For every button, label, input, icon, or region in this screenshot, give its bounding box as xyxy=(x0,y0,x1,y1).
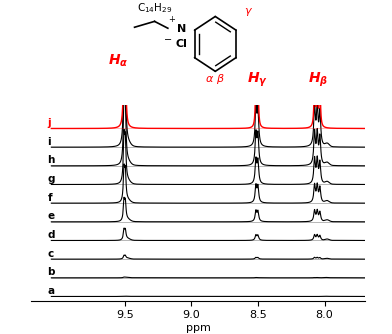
Text: $\bfit{H_\beta}$: $\bfit{H_\beta}$ xyxy=(308,71,328,89)
Text: Cl: Cl xyxy=(175,39,187,49)
Text: +: + xyxy=(168,15,175,24)
Text: j: j xyxy=(47,118,51,128)
Text: C$_{14}$H$_{29}$: C$_{14}$H$_{29}$ xyxy=(137,2,172,15)
Text: g: g xyxy=(47,174,55,184)
Text: f: f xyxy=(47,193,52,203)
Text: $\beta$: $\beta$ xyxy=(216,72,225,86)
Text: h: h xyxy=(47,155,55,165)
Text: d: d xyxy=(47,230,55,240)
Text: e: e xyxy=(47,211,54,221)
Text: N: N xyxy=(176,24,186,34)
Text: i: i xyxy=(47,137,51,147)
Text: $\bfit{H_\gamma}$: $\bfit{H_\gamma}$ xyxy=(247,71,269,89)
Text: $\bfit{H_\alpha}$: $\bfit{H_\alpha}$ xyxy=(108,52,128,69)
Text: $\gamma$: $\gamma$ xyxy=(244,6,253,18)
Text: c: c xyxy=(47,248,54,259)
Text: −: − xyxy=(164,35,172,45)
Text: $\alpha$: $\alpha$ xyxy=(205,74,214,84)
X-axis label: ppm: ppm xyxy=(185,323,211,333)
Text: b: b xyxy=(47,267,55,277)
Text: a: a xyxy=(47,286,54,296)
